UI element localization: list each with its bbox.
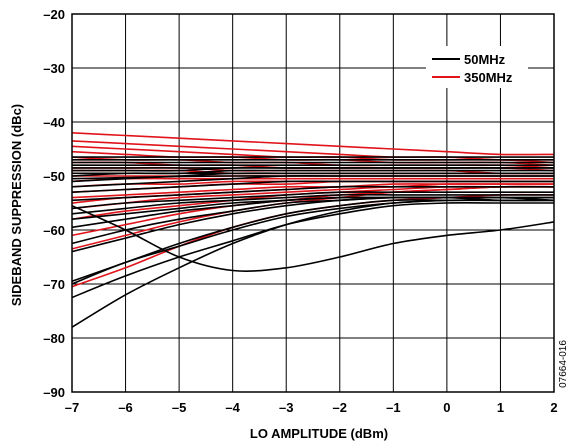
x-tick-label: –7 (65, 400, 79, 415)
x-tick-label: 1 (497, 400, 504, 415)
plot-frame (71, 13, 555, 393)
figure-code: 07664-016 (558, 340, 569, 388)
series-line-50mhz (71, 199, 554, 283)
y-tick-label: –80 (43, 331, 65, 346)
legend-label-50mhz: 50MHz (464, 52, 506, 67)
series-line-50mhz (71, 204, 555, 272)
legend-background (426, 46, 528, 88)
series-line-350mhz (71, 132, 555, 156)
y-tick-label: –40 (43, 115, 65, 130)
x-axis-label: LO AMPLITUDE (dBm) (250, 426, 388, 441)
x-tick-label: –2 (333, 400, 347, 415)
y-tick-labels: –20 –30 –40 –50 –60 –70 –80 –90 (43, 7, 65, 400)
y-tick-label: –70 (43, 277, 65, 292)
series-line-350mhz (71, 177, 554, 183)
series-line-50mhz (71, 196, 555, 220)
legend: 50MHz 350MHz (426, 46, 528, 88)
series-line-50mhz (71, 175, 554, 180)
x-tick-label: 0 (443, 400, 450, 415)
x-tick-label: 2 (550, 400, 557, 415)
plot-curves (71, 132, 555, 328)
x-tick-label: –4 (225, 400, 240, 415)
series-line-350mhz (71, 140, 555, 161)
y-axis-label: SIDEBAND SUPPRESSION (dBc) (9, 104, 24, 306)
x-tick-label: –6 (118, 400, 132, 415)
x-tick-labels: –7 –6 –5 –4 –3 –2 –1 0 1 2 (65, 400, 558, 415)
series-line-50mhz (71, 193, 554, 215)
y-tick-label: –30 (43, 61, 65, 76)
x-tick-label: –1 (386, 400, 400, 415)
x-tick-label: –5 (172, 400, 186, 415)
series-line-50mhz (71, 180, 554, 193)
y-tick-label: –90 (43, 385, 65, 400)
series-line-50mhz (71, 191, 554, 210)
legend-label-350mhz: 350MHz (464, 70, 513, 85)
series-line-350mhz (71, 185, 555, 250)
y-tick-label: –20 (43, 7, 65, 22)
series-line-50mhz (71, 202, 554, 299)
series-line-50mhz (71, 196, 554, 253)
x-tick-label: –3 (279, 400, 293, 415)
series-line-50mhz (71, 185, 554, 202)
y-tick-label: –60 (43, 223, 65, 238)
y-tick-label: –50 (43, 169, 65, 184)
